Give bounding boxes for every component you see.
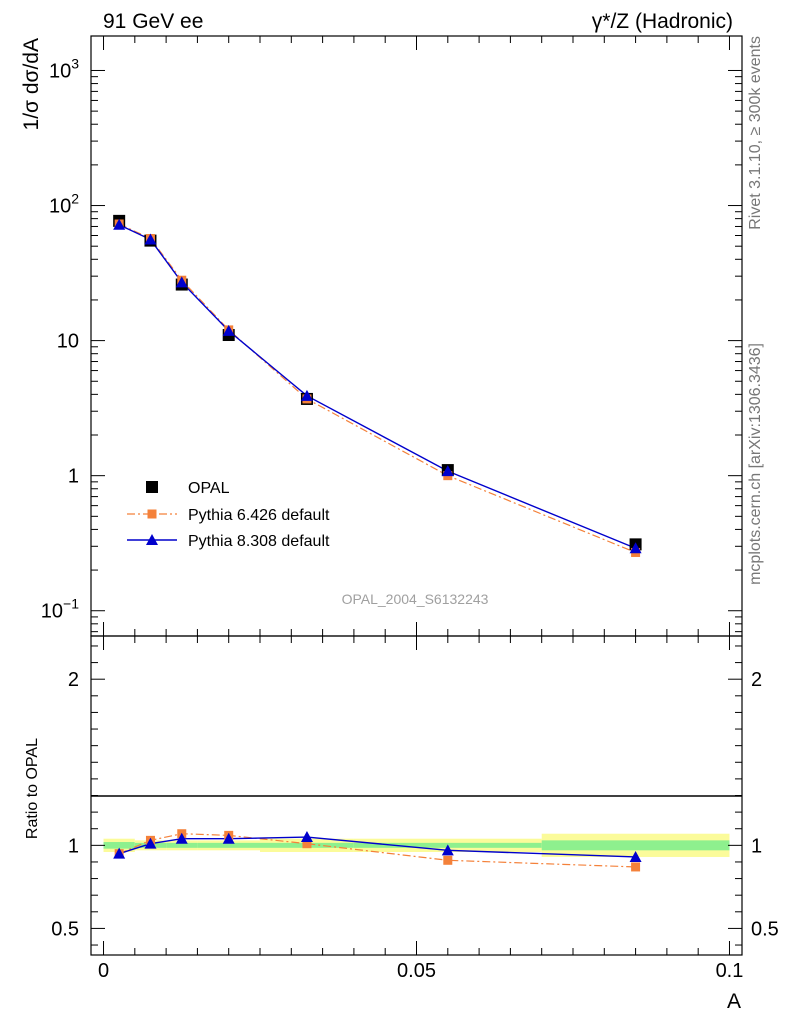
data-point	[146, 481, 158, 493]
data-point	[113, 847, 126, 859]
data-point	[302, 839, 312, 849]
ratio-xlabel: A	[727, 990, 741, 1013]
analysis-tag: OPAL_2004_S6132243	[342, 591, 489, 607]
y-tick-label: 10	[57, 331, 79, 353]
data-point	[175, 276, 188, 288]
y-tick-label-exp: 2	[71, 191, 79, 207]
main-ylabel: 1/σ dσ/dA	[20, 38, 43, 130]
y-tick-label: 10−1	[41, 596, 79, 623]
band-inner	[197, 842, 261, 848]
side-text-bottom: mcplots.cern.ch [arXiv:1306.3436]	[747, 343, 764, 585]
y-tick-label-right: 2	[751, 669, 762, 691]
y-tick-label-right: 1	[751, 835, 762, 857]
data-point	[175, 832, 188, 844]
data-point	[443, 855, 453, 865]
x-tick-label: 0	[98, 960, 109, 982]
data-point	[144, 837, 157, 849]
y-tick-label: 102	[49, 191, 79, 218]
data-point	[629, 542, 642, 554]
y-tick-label-base: 10	[49, 196, 71, 218]
band-inner	[541, 840, 730, 851]
data-point	[147, 509, 157, 519]
x-tick-label: 0.05	[397, 960, 436, 982]
y-tick-label: 0.5	[51, 918, 79, 940]
data-point	[113, 218, 126, 230]
data-point	[146, 534, 158, 545]
header-right-label: γ*/Z (Hadronic)	[592, 10, 733, 33]
data-point	[629, 850, 642, 862]
legend-label: OPAL	[188, 480, 230, 497]
data-point	[222, 324, 235, 336]
main-series-lines	[118, 223, 636, 554]
data-point	[300, 831, 313, 843]
legend-label: Pythia 8.308 default	[188, 533, 330, 550]
legend: OPAL Pythia 6.426 default Pythia 8.308 def…	[127, 480, 330, 550]
y-tick-label: 1	[68, 466, 79, 488]
y-tick-label: 103	[49, 55, 79, 82]
data-point	[144, 233, 157, 245]
y-tick-label: 1	[68, 835, 79, 857]
main-series-marks	[113, 214, 642, 557]
y-tick-label: 2	[68, 669, 79, 691]
data-point	[441, 465, 454, 477]
y-tick-label-base: 10	[41, 601, 63, 623]
y-tick-label-base: 10	[57, 331, 79, 353]
data-point	[441, 844, 454, 856]
ratio-axis-ticks: 0.5 0.5 1 1 2 2 0 0.05 0.1	[51, 636, 779, 982]
data-point	[300, 389, 313, 401]
y-tick-label-right: 0.5	[751, 918, 779, 940]
y-tick-label-base: 1	[68, 466, 79, 488]
ratio-series-marks	[113, 829, 642, 872]
y-tick-label-exp: 3	[71, 55, 79, 71]
data-point	[222, 832, 235, 844]
x-tick-label: 0.1	[716, 960, 744, 982]
series-line	[118, 223, 636, 554]
ratio-ylabel: Ratio to OPAL	[24, 738, 41, 839]
data-point	[631, 862, 641, 872]
y-tick-label-base: 10	[49, 60, 71, 82]
band-inner	[166, 842, 198, 848]
ratio-panel: 0.5 0.5 1 1 2 2 0 0.05 0.1	[51, 635, 779, 982]
side-text-top: Rivet 3.1.10, ≥ 300k events	[747, 36, 764, 230]
band-inner	[103, 842, 135, 849]
ratio-frame	[90, 635, 743, 956]
series-line	[118, 224, 636, 549]
legend-label: Pythia 6.426 default	[188, 507, 330, 524]
y-tick-label-exp: −1	[63, 596, 79, 612]
header-left-label: 91 GeV ee	[103, 10, 203, 33]
